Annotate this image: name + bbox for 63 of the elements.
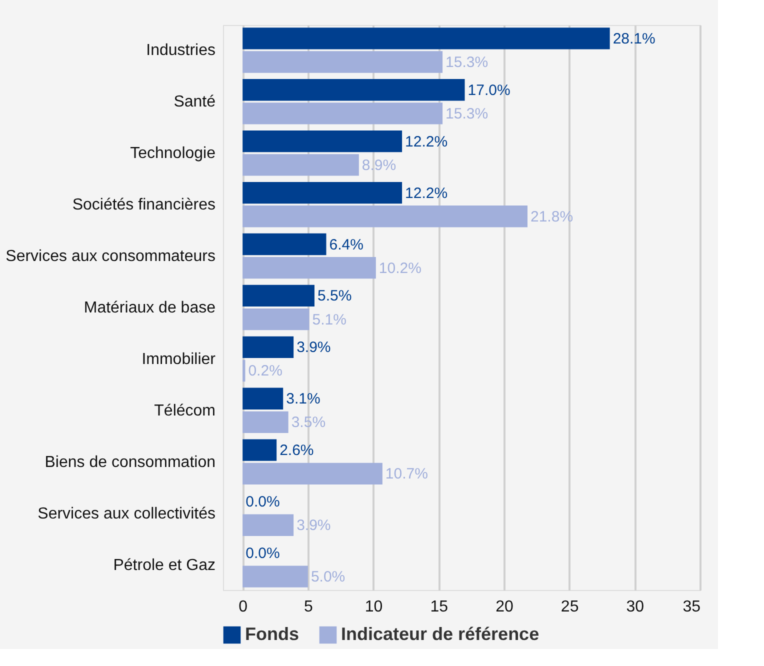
bar — [242, 154, 359, 176]
bar — [242, 233, 326, 256]
bar — [242, 206, 528, 228]
y-tick-label: Santé — [174, 94, 216, 111]
data-label: 21.8% — [530, 208, 574, 226]
data-label: 3.5% — [291, 414, 326, 432]
y-tick-label: Sociétés financières — [72, 196, 216, 214]
data-label: 0.0% — [246, 544, 280, 562]
y-tick-label: Télécom — [154, 402, 216, 420]
bar — [242, 411, 288, 434]
bar — [242, 284, 314, 307]
y-tick-label: Services aux collectivités — [38, 505, 216, 522]
bar — [242, 388, 284, 410]
data-label: 17.0% — [468, 82, 510, 99]
legend-label: Fonds — [245, 624, 299, 644]
data-label: 6.4% — [329, 236, 364, 254]
y-tick-label: Industries — [146, 42, 216, 60]
x-tick-label: 35 — [682, 598, 701, 616]
data-label: 5.1% — [312, 311, 346, 328]
x-tick-label: 30 — [626, 598, 644, 616]
x-tick-label: 5 — [304, 598, 313, 616]
x-tick-label: 25 — [560, 598, 579, 616]
bar — [242, 79, 465, 101]
data-label: 10.2% — [378, 260, 422, 277]
data-label: 5.5% — [317, 288, 352, 305]
bar — [242, 130, 402, 152]
data-label: 15.3% — [446, 105, 488, 122]
y-tick-label: Matériaux de base — [84, 300, 216, 316]
x-tick-label: 15 — [430, 598, 448, 616]
x-tick-label: 10 — [364, 598, 383, 616]
bar — [242, 336, 294, 358]
data-label: 0.2% — [248, 362, 282, 380]
bar — [242, 462, 382, 485]
bar — [242, 566, 308, 588]
y-tick-label: Pétrole et Gaz — [113, 556, 216, 574]
x-tick-label: 20 — [496, 598, 514, 616]
data-label: 8.9% — [362, 156, 396, 174]
y-tick-label: Biens de consommation — [44, 454, 216, 471]
data-label: 0.0% — [246, 494, 280, 511]
y-tick-label: Technologie — [130, 145, 216, 162]
data-label: 3.9% — [296, 339, 331, 356]
y-tick-label: Immobilier — [142, 350, 216, 368]
bar — [242, 308, 310, 330]
data-label: 3.9% — [296, 517, 331, 534]
bar — [242, 360, 246, 382]
legend-label: Indicateur de référence — [341, 624, 540, 644]
data-label: 15.3% — [446, 54, 488, 72]
bar — [242, 439, 277, 461]
bar — [242, 182, 402, 204]
data-label: 10.7% — [385, 466, 428, 483]
x-tick-label: 0 — [238, 598, 248, 616]
bar — [242, 102, 443, 124]
data-label: 3.1% — [286, 390, 320, 408]
data-label: 12.2% — [405, 184, 448, 202]
bar — [242, 514, 294, 536]
data-label: 5.0% — [310, 568, 346, 586]
bar — [242, 28, 610, 50]
data-label: 28.1% — [612, 30, 656, 48]
bar — [242, 51, 443, 73]
y-tick-label: Services aux consommateurs — [6, 248, 216, 266]
data-label: 12.2% — [405, 133, 448, 150]
data-label: 2.6% — [280, 442, 314, 460]
bar — [242, 256, 376, 279]
